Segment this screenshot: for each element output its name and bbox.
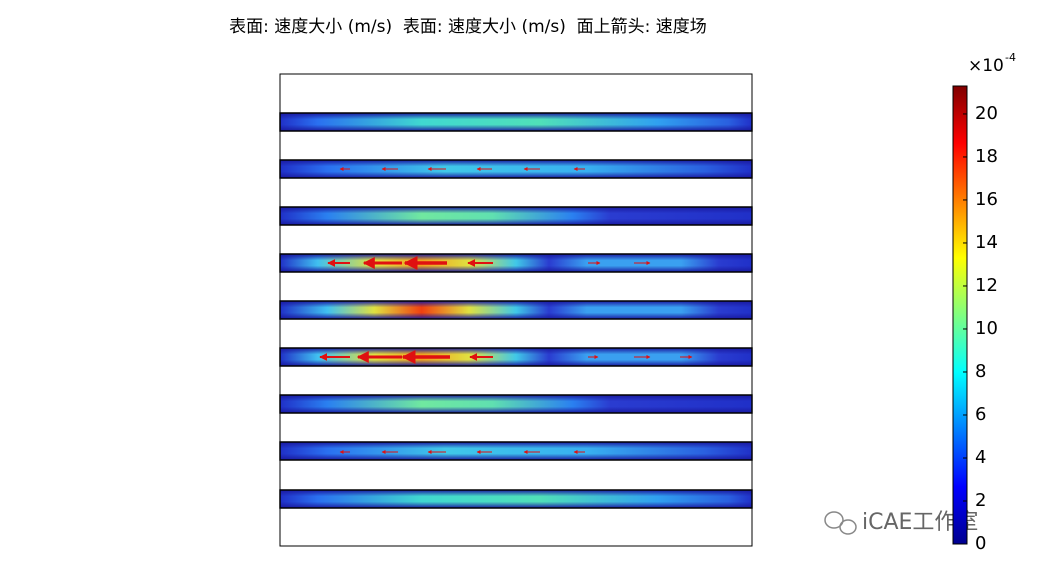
channel-shade	[280, 348, 752, 366]
velocity-arrows	[319, 167, 693, 454]
channel-shade	[280, 113, 752, 131]
colorbar-scale: ×10	[968, 56, 1004, 76]
colorbar-tick-label: 8	[975, 361, 986, 382]
channel-shade	[280, 442, 752, 460]
colorbar-exponent: -4	[1005, 51, 1016, 64]
channel-border	[279, 347, 753, 367]
channel-shade	[280, 490, 752, 508]
channel-border	[279, 112, 753, 132]
channel-border	[279, 253, 753, 273]
channel-border	[279, 489, 753, 509]
channel-border	[279, 159, 753, 179]
colorbar-tick-label: 14	[975, 232, 998, 253]
channel-border	[279, 441, 753, 461]
channel-shade	[280, 395, 752, 413]
channel-shade	[280, 160, 752, 178]
channel-shade	[280, 207, 752, 225]
channel-shade	[280, 254, 752, 272]
colorbar-tick-label: 18	[975, 146, 998, 167]
watermark-icon	[824, 511, 857, 535]
chart-title: 表面: 速度大小 (m/s) 表面: 速度大小 (m/s) 面上箭头: 速度场	[229, 17, 707, 37]
channel-border	[279, 394, 753, 414]
colorbar-tick-label: 16	[975, 189, 998, 210]
channel-border	[279, 300, 753, 320]
colorbar-tick-label: 6	[975, 404, 986, 425]
channel-shade	[280, 301, 752, 319]
colorbar-tick-label: 0	[975, 533, 986, 554]
channel-border	[279, 206, 753, 226]
colorbar-tick-label: 12	[975, 275, 998, 296]
colorbar-tick-label: 10	[975, 318, 998, 339]
colorbar-tick-label: 4	[975, 447, 986, 468]
channels	[279, 112, 753, 509]
colorbar-tick-label: 20	[975, 103, 998, 124]
colorbar	[952, 85, 968, 545]
colorbar-tick-label: 2	[975, 490, 986, 511]
